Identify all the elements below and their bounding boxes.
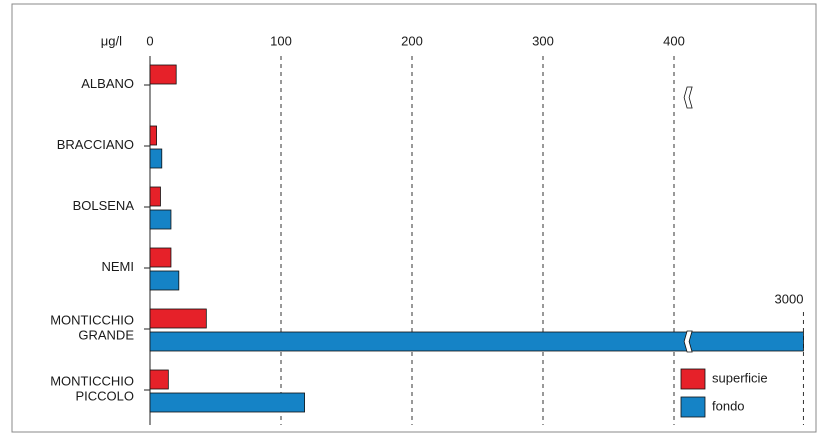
bar — [149, 308, 207, 329]
x-tick-label: 300 — [532, 33, 554, 48]
bar — [149, 369, 169, 390]
x-tick-label: 3000 — [775, 291, 804, 306]
bar — [149, 209, 172, 230]
y-tick-label: BOLSENA — [73, 198, 135, 213]
axis-break — [683, 330, 693, 353]
x-tick-label: 100 — [270, 33, 292, 48]
bar — [149, 64, 177, 85]
bar — [149, 125, 157, 146]
bar — [149, 270, 180, 291]
y-tick-label: MONTICCHIO PICCOLO — [50, 374, 134, 404]
bar — [149, 186, 161, 207]
legend-swatch — [680, 396, 706, 418]
y-tick-label: BRACCIANO — [57, 137, 134, 152]
axis-break — [683, 86, 693, 109]
legend-swatch — [680, 368, 706, 390]
bar — [149, 148, 163, 169]
bar — [149, 392, 305, 413]
legend-label: fondo — [712, 398, 745, 413]
y-tick-label: NEMI — [102, 259, 135, 274]
y-tick-label: ALBANO — [81, 76, 134, 91]
frame — [11, 3, 817, 433]
bar — [149, 247, 172, 268]
x-tick-label: 200 — [401, 33, 423, 48]
x-tick-label: 0 — [146, 33, 153, 48]
x-axis-label: μg/l — [101, 33, 122, 48]
x-tick-label: 400 — [663, 33, 685, 48]
bar — [149, 331, 804, 352]
legend-label: superficie — [712, 370, 768, 385]
y-tick-label: MONTICCHIO GRANDE — [50, 313, 134, 343]
